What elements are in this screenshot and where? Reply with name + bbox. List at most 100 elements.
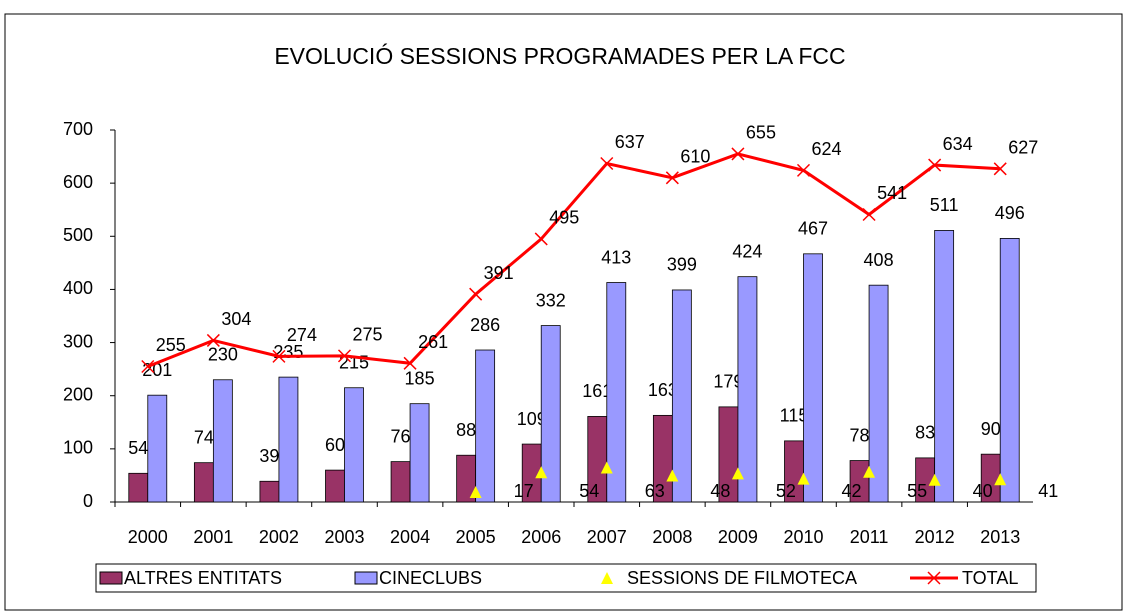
y-tick-label: 700 <box>63 119 93 139</box>
bar <box>147 394 168 503</box>
data-label: 54 <box>128 438 148 458</box>
bar <box>278 376 299 503</box>
bar <box>475 349 496 503</box>
bar <box>259 480 280 503</box>
data-label: 185 <box>405 368 435 388</box>
data-label: 332 <box>536 290 566 310</box>
bar <box>803 253 823 503</box>
data-label: 627 <box>1008 138 1038 158</box>
marker <box>665 171 679 185</box>
bar <box>999 238 1020 503</box>
chart-border <box>4 13 1123 611</box>
line <box>147 152 1001 368</box>
x-tick-label: 2006 <box>521 527 561 547</box>
legend-swatch <box>99 571 123 585</box>
data-label: 54 <box>579 481 599 501</box>
data-label: 76 <box>391 426 411 446</box>
data-label: 63 <box>645 481 665 501</box>
marker <box>731 467 744 480</box>
data-label: 230 <box>208 345 238 365</box>
data-label: 78 <box>850 425 870 445</box>
data-label: 115 <box>780 406 809 426</box>
bar <box>671 289 692 503</box>
legend-box <box>95 563 1037 593</box>
bar <box>128 472 149 503</box>
y-tick-label: 300 <box>63 331 93 351</box>
x-tick-label: 2002 <box>259 527 299 547</box>
y-tick-label: 0 <box>83 491 93 511</box>
x-tick-label: 2003 <box>324 527 364 547</box>
x-tick-label: 2012 <box>915 527 955 547</box>
legend-label: CINECLUBS <box>379 568 482 588</box>
legend-label: TOTAL <box>962 568 1018 588</box>
data-label: 624 <box>812 139 842 159</box>
x-tick-label: 2010 <box>783 527 823 547</box>
data-label: 304 <box>221 309 251 329</box>
data-label: 161 <box>582 381 612 401</box>
data-label: 413 <box>601 247 631 267</box>
data-label: 275 <box>353 325 383 345</box>
marker <box>337 349 352 363</box>
data-label: 655 <box>746 123 776 143</box>
x-tick-label: 2005 <box>456 527 496 547</box>
x-tick-label: 2004 <box>390 527 430 547</box>
data-label: 39 <box>259 446 279 466</box>
data-label: 17 <box>514 481 534 501</box>
bar <box>193 462 214 503</box>
data-label: 52 <box>776 481 796 501</box>
x-tick-label: 2009 <box>718 527 758 547</box>
data-label: 495 <box>549 208 579 228</box>
legend-swatch <box>601 572 613 584</box>
marker <box>600 461 613 474</box>
marker <box>206 333 220 347</box>
marker <box>403 356 417 370</box>
data-label: 391 <box>484 263 514 283</box>
marker <box>469 485 482 498</box>
x-tick-label: 2013 <box>980 527 1020 547</box>
data-label: 48 <box>710 481 730 501</box>
marker <box>666 469 679 482</box>
bar <box>409 403 430 503</box>
bar <box>212 379 233 503</box>
bar <box>737 276 758 503</box>
legend-label: SESSIONS DE FILMOTECA <box>627 568 857 588</box>
data-label: 496 <box>995 203 1025 223</box>
bar <box>934 230 955 503</box>
marker <box>797 472 810 485</box>
bar <box>390 461 411 503</box>
marker <box>928 473 941 486</box>
marker <box>272 349 286 363</box>
data-label: 255 <box>156 335 186 355</box>
bar <box>606 282 627 503</box>
legend-label: ALTRES ENTITATS <box>124 568 282 588</box>
x-tick-label: 2007 <box>587 527 627 547</box>
marker <box>469 287 483 301</box>
y-tick-label: 100 <box>63 438 93 458</box>
data-label: 163 <box>648 380 678 400</box>
marker <box>862 207 876 222</box>
chart-title: EVOLUCIÓ SESSIONS PROGRAMADES PER LA FCC <box>274 43 845 69</box>
data-label: 74 <box>194 427 214 447</box>
data-label: 60 <box>325 435 345 455</box>
bar <box>540 325 561 503</box>
data-label: 55 <box>907 481 927 501</box>
data-label: 634 <box>943 134 973 154</box>
marker <box>994 473 1007 486</box>
data-label: 399 <box>667 255 697 275</box>
marker <box>534 232 548 246</box>
marker <box>141 359 155 374</box>
y-tick-label: 400 <box>63 278 93 298</box>
x-tick-label: 2008 <box>652 527 692 547</box>
x-tick-label: 2000 <box>128 527 168 547</box>
data-label: 286 <box>470 315 500 335</box>
data-label: 610 <box>680 147 710 167</box>
data-label: 541 <box>877 183 907 203</box>
y-tick-label: 500 <box>63 225 93 245</box>
marker <box>600 156 614 171</box>
data-label: 179 <box>713 372 743 392</box>
data-label: 109 <box>517 409 547 429</box>
x-tick-label: 2011 <box>850 527 889 547</box>
data-label: 42 <box>842 481 862 501</box>
y-tick-label: 200 <box>63 384 93 404</box>
